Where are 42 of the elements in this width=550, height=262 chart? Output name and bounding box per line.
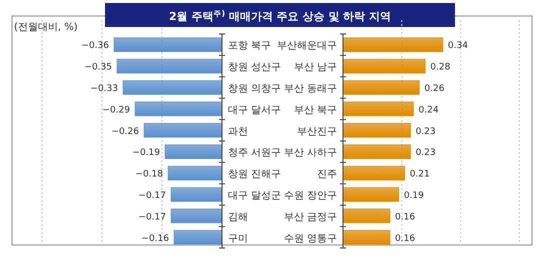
data-label: −0.33	[90, 84, 118, 94]
data-label: −0.35	[84, 62, 112, 73]
y-tick-label: 창원 성산구	[228, 62, 282, 74]
data-label: 0.16	[395, 212, 416, 222]
y-tick-label: 부산해운대구	[277, 40, 337, 52]
data-label: 0.21	[410, 170, 430, 180]
data-label: −0.17	[138, 191, 166, 201]
y-tick-label: 포항 북구	[228, 40, 272, 52]
y-tick-label: 대구 달성군	[228, 190, 282, 202]
data-label: 0.23	[416, 148, 436, 158]
y-tick-label: 과천	[228, 126, 248, 138]
y-tick-label: 김해	[228, 212, 248, 223]
data-label: 0.19	[404, 191, 424, 201]
y-tick-label: 청주 서원구	[228, 148, 282, 159]
data-label: −0.17	[138, 212, 166, 222]
y-tick-label: 구미	[228, 233, 248, 244]
data-label: −0.26	[111, 126, 140, 137]
text: 2월 주택$^{주)}$ 매매가격 주요 상승 및 하락 지역	[169, 8, 391, 23]
y-tick-label: 창원 진해구	[228, 169, 282, 180]
y-tick-label: 부산 북구	[294, 104, 337, 116]
data-label: −0.16	[141, 234, 170, 244]
y-tick-label: 진주	[317, 169, 337, 180]
data-label: 0.23	[416, 126, 436, 137]
data-label: 0.28	[430, 62, 451, 73]
data-label: −0.29	[102, 105, 130, 116]
y-tick-label: 부산 금정구	[284, 212, 337, 223]
y-tick-label: 부산진구	[297, 126, 337, 138]
y-tick-label: 수원 영통구	[284, 233, 337, 244]
data-label: 0.16	[395, 234, 416, 244]
y-tick-label: 부산 동래구	[284, 84, 337, 94]
data-label: 0.26	[424, 84, 445, 94]
y-tick-label: 부산 사하구	[284, 148, 337, 159]
y-tick-label: 부산 남구	[294, 62, 337, 74]
y-tick-label: 수원 장안구	[284, 190, 337, 202]
data-label: 0.34	[448, 41, 468, 52]
data-label: −0.18	[135, 170, 164, 180]
annotation: (전월대비, %)	[14, 22, 78, 33]
y-tick-label: 대구 달서구	[228, 104, 282, 116]
data-label: −0.36	[81, 41, 110, 52]
data-label: 0.24	[418, 105, 439, 116]
data-label: −0.19	[132, 148, 160, 158]
y-tick-label: 창원 의창구	[228, 84, 282, 94]
